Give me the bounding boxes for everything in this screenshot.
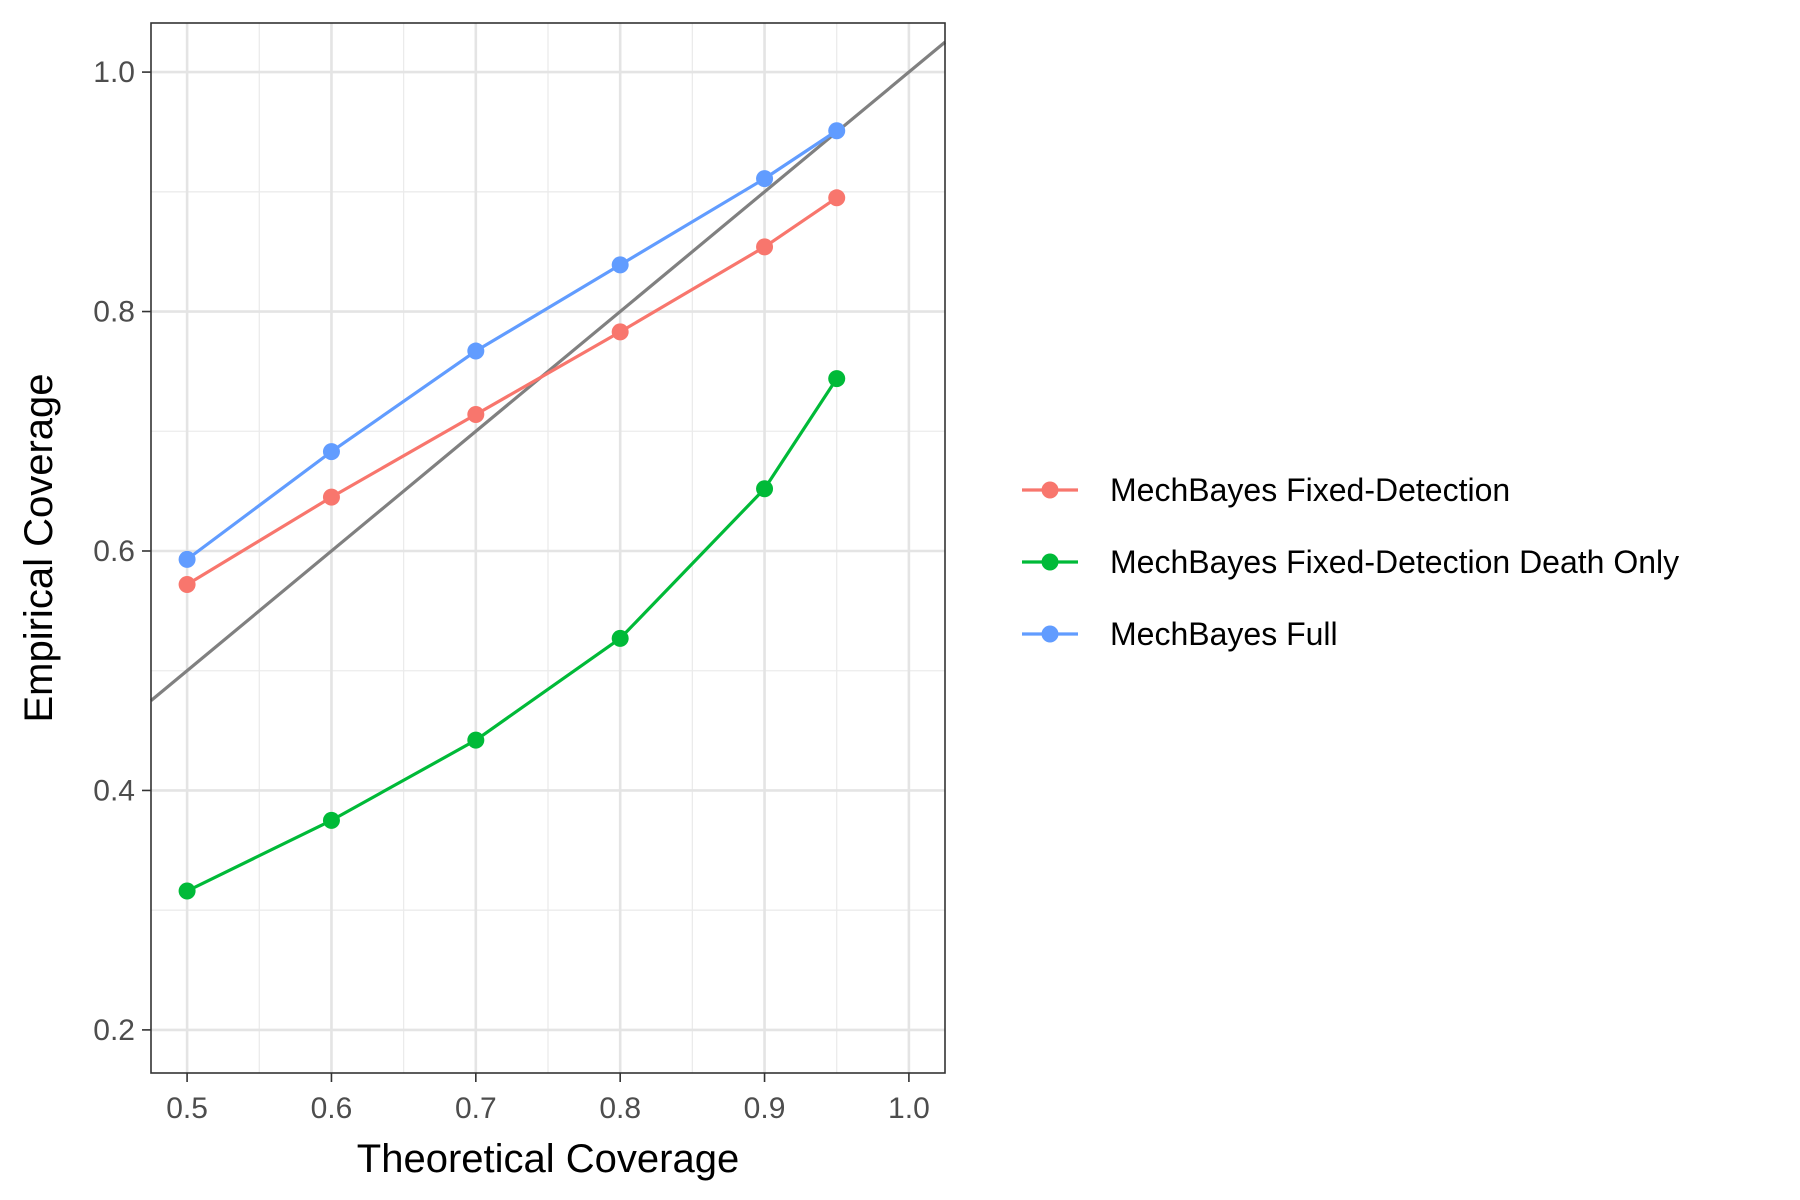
panel-border (150, 22, 946, 1074)
series-2 (178, 122, 846, 568)
series-line (186, 129, 838, 561)
data-point (178, 576, 196, 594)
y-axis-ticks: 0.2 0.4 0.6 0.8 1.0 (93, 56, 151, 1047)
series-line (186, 377, 839, 893)
legend-key-point (1041, 625, 1059, 643)
data-point (611, 629, 629, 647)
x-tick-label: 0.9 (744, 1092, 786, 1125)
legend-item: MechBayes Fixed-Detection (1022, 472, 1510, 508)
legend-key-point (1041, 481, 1059, 499)
grid-minor (151, 23, 945, 1073)
y-tick-label: 0.6 (93, 535, 135, 568)
data-point (611, 323, 629, 341)
x-tick-label: 0.8 (599, 1092, 641, 1125)
series-0 (178, 189, 846, 594)
data-point (322, 488, 340, 506)
data-point (828, 122, 846, 140)
x-axis-ticks: 0.5 0.6 0.7 0.8 0.9 1.0 (166, 1073, 930, 1125)
data-point (756, 480, 774, 498)
data-point (756, 170, 774, 188)
legend: MechBayes Fixed-Detection MechBayes Fixed… (1022, 472, 1679, 652)
series-group (178, 122, 846, 900)
x-tick-label: 1.0 (888, 1092, 930, 1125)
x-axis-title: Theoretical Coverage (357, 1137, 739, 1181)
legend-label: MechBayes Fixed-Detection Death Only (1110, 544, 1679, 580)
data-point (467, 731, 485, 749)
series-line (186, 196, 838, 586)
data-point (322, 443, 340, 461)
data-point (828, 189, 846, 207)
y-tick-label: 0.8 (93, 296, 135, 329)
data-point (611, 256, 629, 274)
x-tick-label: 0.6 (311, 1092, 353, 1125)
data-point (322, 811, 340, 829)
y-tick-label: 0.2 (93, 1014, 135, 1047)
data-point (467, 406, 485, 424)
x-tick-label: 0.7 (455, 1092, 497, 1125)
y-axis-title: Empirical Coverage (17, 373, 61, 722)
y-tick-label: 1.0 (93, 56, 135, 89)
data-point (828, 370, 846, 388)
legend-label: MechBayes Full (1110, 616, 1338, 652)
data-point (756, 238, 774, 256)
legend-key-point (1041, 553, 1059, 571)
legend-item: MechBayes Full (1022, 616, 1338, 652)
data-point (178, 882, 196, 900)
x-tick-label: 0.5 (166, 1092, 208, 1125)
data-point (467, 342, 485, 360)
y-tick-label: 0.4 (93, 774, 135, 807)
legend-item: MechBayes Fixed-Detection Death Only (1022, 544, 1679, 580)
series-1 (178, 370, 846, 900)
legend-label: MechBayes Fixed-Detection (1110, 472, 1510, 508)
data-point (178, 550, 196, 568)
